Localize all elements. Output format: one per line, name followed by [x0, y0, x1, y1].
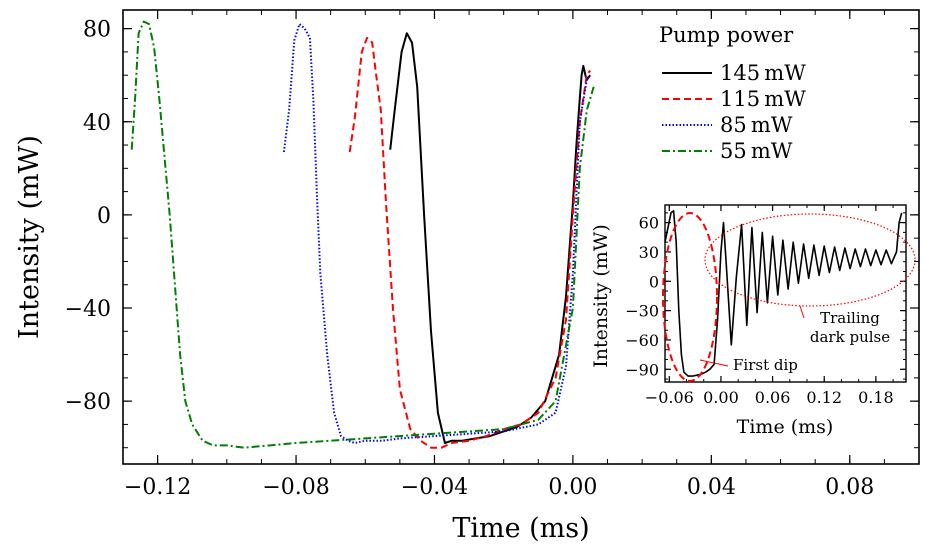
main-x-tick-label: −0.12	[124, 475, 191, 500]
legend-label-55mw: 55 mW	[720, 139, 793, 163]
trailing-pulse-ellipse	[704, 213, 916, 307]
main-series-145mw	[389, 32, 592, 444]
inset-y-tick-label: 0	[649, 272, 659, 291]
main-y-tick-label: 80	[83, 18, 111, 43]
annotation-dark-pulse: dark pulse	[810, 328, 890, 346]
main-y-tick-label: 0	[97, 204, 111, 229]
main-series	[130, 20, 595, 449]
main-y-tick-label: 40	[83, 111, 111, 136]
main-x-tick-label: 0.08	[825, 475, 874, 500]
inset-x-axis-label: Time (ms)	[737, 416, 834, 438]
first-dip-pointer	[699, 359, 729, 367]
inset-x-tick-label: 0.12	[806, 388, 842, 407]
main-series-55mw	[130, 20, 595, 449]
inset-y-tick-label: −90	[625, 360, 659, 379]
main-series-115mw	[348, 36, 592, 449]
inset-x-tick-label: −0.06	[645, 388, 694, 407]
inset-series	[664, 210, 903, 377]
annotation-trailing: Trailing	[820, 309, 880, 327]
main-ticks: −0.12 −0.08 −0.04 0.00 0.04 0.08 80 40 0 −40 −80	[65, 10, 919, 500]
inset-y-tick-label: −60	[625, 331, 659, 350]
trailing-pulse-pointer	[799, 305, 805, 319]
legend-label-85mw: 85 mW	[720, 113, 793, 137]
main-y-tick-label: −80	[65, 390, 111, 415]
inset-plot-frame	[664, 204, 907, 383]
main-x-tick-label: 0.04	[687, 475, 736, 500]
inset-y-tick-label: −30	[625, 302, 659, 321]
inset-series-145mw	[664, 210, 903, 377]
legend: Pump power 145 mW 115 mW 85 mW 55 mW	[659, 23, 806, 163]
inset-x-tick-label: 0.18	[858, 388, 894, 407]
legend-label-115mw: 115 mW	[720, 87, 806, 111]
main-x-tick-label: −0.08	[262, 475, 329, 500]
main-y-axis-label: Intensity (mW)	[14, 135, 45, 339]
annotation-first-dip: First dip	[733, 356, 798, 374]
inset-y-axis-label: Intensity (mW)	[590, 224, 612, 367]
inset-x-tick-label: 0.00	[703, 388, 739, 407]
first-dip-ellipse	[662, 212, 718, 382]
legend-title: Pump power	[659, 23, 794, 47]
legend-label-145mw: 145 mW	[720, 61, 806, 85]
inset-x-tick-label: 0.06	[755, 388, 791, 407]
main-x-axis-label: Time (ms)	[452, 513, 589, 544]
main-y-tick-label: −40	[65, 297, 111, 322]
main-x-tick-label: −0.04	[401, 475, 468, 500]
inset-chart: −0.06 0.00 0.06 0.12 0.18 60 30 0 −30 −60 −90 Firs…	[590, 204, 916, 438]
main-x-tick-label: 0.00	[548, 475, 597, 500]
inset-ticks: −0.06 0.00 0.06 0.12 0.18 60 30 0 −30 −60 −90	[625, 205, 906, 407]
inset-y-tick-label: 30	[639, 243, 659, 262]
inset-y-tick-label: 60	[639, 214, 659, 233]
